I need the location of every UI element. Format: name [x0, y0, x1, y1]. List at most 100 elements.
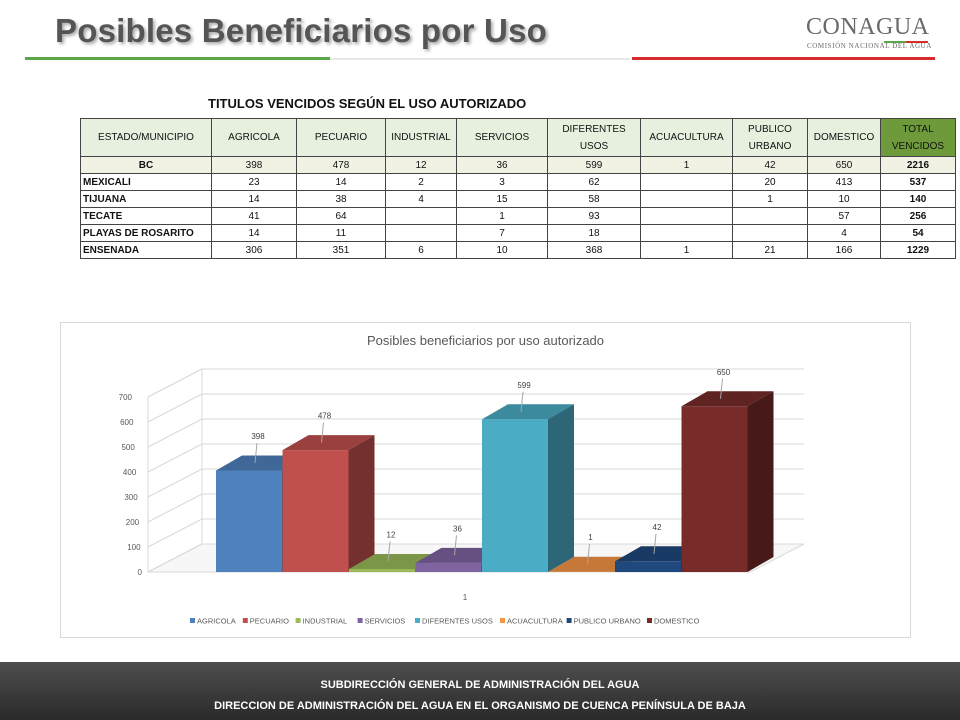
table-cell: 398: [211, 156, 297, 174]
table-cell: 4: [385, 190, 457, 208]
table-cell: 650: [807, 156, 881, 174]
legend-swatch: [295, 618, 301, 623]
data-label: 12: [387, 530, 396, 539]
data-label: 42: [653, 523, 662, 532]
label-leader: [321, 422, 324, 443]
table-cell: 21: [732, 241, 808, 259]
table-cell: 14: [296, 173, 386, 191]
legend-label: PUBLICO URBANO: [574, 617, 641, 626]
footer-line-2: DIRECCION DE ADMINISTRACIÓN DEL AGUA EN …: [214, 700, 746, 712]
y-tick-label: 100: [127, 543, 141, 552]
table-cell: 62: [547, 173, 641, 191]
header-diferentes-usos: DIFERENTES USOS: [547, 118, 641, 157]
table-cell: 12: [385, 156, 457, 174]
header-industrial: INDUSTRIAL: [385, 118, 457, 157]
table-cell: 1: [640, 241, 733, 259]
table-cell: 3: [456, 173, 548, 191]
title-underline-right: [632, 57, 935, 60]
legend-swatch: [415, 618, 420, 623]
table-body: BC 398 478 12 36 599 1 42 650 2216 MEXICALI 23 14 2 3 6…: [80, 156, 956, 259]
gridline-side: [147, 468, 203, 498]
y-tick-label: 300: [124, 493, 138, 502]
footer-line-1: SUBDIRECCIÓN GENERAL DE ADMINISTRACIÓN D…: [320, 679, 640, 691]
row-label: PLAYAS DE ROSARITO: [80, 224, 212, 242]
table-row: ENSENADA 306 351 6 10 368 1 21 166 1229: [80, 241, 956, 259]
side-wall: [147, 368, 203, 573]
bar-publico-urbano: [615, 561, 681, 572]
label-leader: [454, 535, 457, 556]
legend-swatch: [242, 618, 248, 623]
table-row: PLAYAS DE ROSARITO 14 11 7 18 4 54: [80, 224, 956, 242]
table-cell: 478: [296, 156, 386, 174]
title-underline-mid: [330, 58, 630, 60]
titles-table: ESTADO/MUNICIPIO AGRICOLA PECUARIO INDUSTRI…: [80, 118, 956, 259]
row-label: TECATE: [80, 207, 212, 225]
slide-title: Posibles Beneficiarios por Uso: [55, 12, 547, 49]
legend-swatch: [190, 618, 195, 623]
table-cell: 413: [807, 173, 881, 191]
header-estado-municipio: ESTADO/MUNICIPIO: [80, 118, 212, 157]
footer: SUBDIRECCIÓN GENERAL DE ADMINISTRACIÓN D…: [0, 662, 960, 720]
table-row: TECATE 41 64 1 93 57 256: [80, 207, 956, 225]
header-acuacultura: ACUACULTURA: [640, 118, 733, 157]
y-tick-label: 500: [121, 443, 135, 452]
bar-domestico: [681, 406, 748, 572]
table-cell: 306: [211, 241, 297, 259]
table-cell: 166: [807, 241, 881, 259]
legend-label: AGRICOLA: [197, 617, 236, 626]
label-leader: [254, 442, 258, 464]
legend-label: DIFERENTES USOS: [422, 617, 493, 626]
table-cell: 1: [640, 156, 733, 174]
table-cell: 6: [385, 241, 457, 259]
gridline-side: [147, 418, 203, 448]
chart-title: Posibles beneficiarios por uso autorizad…: [367, 333, 604, 348]
header-servicios: SERVICIOS: [456, 118, 548, 157]
bar-side: [348, 435, 375, 572]
title-underline-left: [25, 57, 330, 60]
gridline-side: [147, 518, 203, 548]
table-cell: 351: [296, 241, 386, 259]
bar-top: [282, 435, 375, 451]
legend-label: SERVICIOS: [365, 617, 406, 626]
legend-label: PECUARIO: [250, 617, 289, 626]
bar-pecuario: [282, 450, 349, 572]
data-label: 478: [318, 412, 332, 421]
y-tick-label: 700: [119, 393, 133, 402]
table-cell: 368: [547, 241, 641, 259]
table-row: MEXICALI 23 14 2 3 62 20 413 537: [80, 173, 956, 191]
table-cell: [385, 207, 457, 225]
table-cell: 93: [547, 207, 641, 225]
bar-side: [548, 404, 574, 572]
y-tick-label: 400: [123, 468, 137, 477]
table-cell: 20: [732, 173, 808, 191]
data-label: 599: [517, 381, 531, 390]
x-category-label: 1: [463, 593, 468, 602]
bar-servicios: [415, 562, 482, 572]
table-cell: 599: [547, 156, 641, 174]
table-cell: 140: [880, 190, 956, 208]
y-tick-label: 0: [138, 568, 143, 577]
bar-chart: Posibles beneficiarios por uso autorizad…: [119, 333, 805, 626]
table-cell: 1229: [880, 241, 956, 259]
table-cell: [385, 224, 457, 242]
gridline-side: [147, 493, 203, 523]
label-leader: [520, 391, 524, 412]
row-label: TIJUANA: [80, 190, 212, 208]
table-cell: 7: [456, 224, 548, 242]
table-cell: 42: [732, 156, 808, 174]
label-leader: [653, 533, 657, 554]
table-row: TIJUANA 14 38 4 15 58 1 10 140: [80, 190, 956, 208]
header-domestico: DOMESTICO: [807, 118, 881, 157]
table-cell: 58: [547, 190, 641, 208]
table-cell: 2216: [880, 156, 956, 174]
gridline-side: [147, 543, 203, 573]
bar-top: [681, 391, 774, 407]
table-cell: 10: [456, 241, 548, 259]
legend-swatch: [500, 618, 505, 623]
gridline-side: [147, 393, 203, 423]
header-agricola: AGRICOLA: [211, 118, 297, 157]
y-tick-label: 200: [126, 518, 140, 527]
data-label: 36: [453, 524, 462, 533]
table-row: BC 398 478 12 36 599 1 42 650 2216: [80, 156, 956, 174]
table-cell: 36: [456, 156, 548, 174]
